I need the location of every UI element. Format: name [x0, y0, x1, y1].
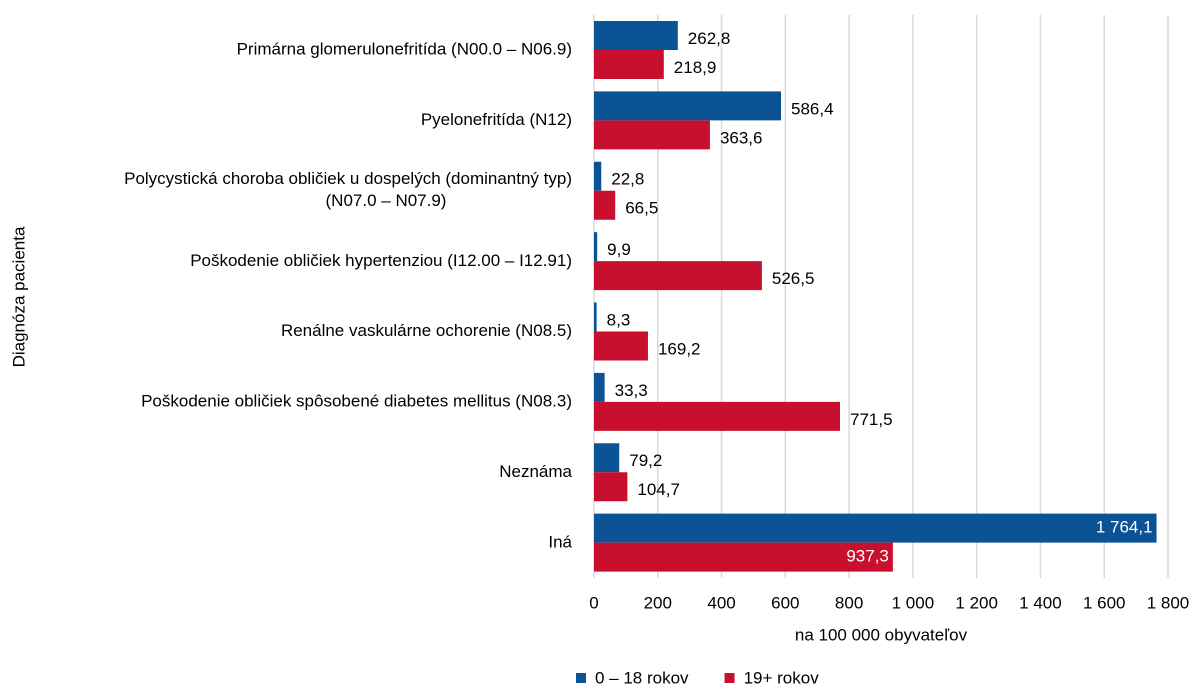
category-label: Neznáma	[499, 462, 572, 481]
value-label: 33,3	[615, 381, 648, 400]
category-label: Iná	[548, 532, 572, 551]
bar	[594, 513, 1157, 543]
legend-swatch	[576, 673, 586, 683]
value-label: 771,5	[850, 410, 893, 429]
x-tick-label: 0	[589, 593, 598, 612]
bar	[594, 372, 605, 402]
category-label: Renálne vaskulárne ochorenie (N08.5)	[281, 321, 572, 340]
value-label: 363,6	[720, 128, 763, 147]
x-tick-label: 1 200	[955, 593, 998, 612]
bar	[594, 91, 781, 121]
bar	[594, 21, 678, 50]
bar	[594, 50, 664, 79]
value-label: 526,5	[772, 269, 815, 288]
x-tick-label: 1 000	[892, 593, 935, 612]
bar	[594, 401, 841, 431]
category-label: Poškodenie obličiek hypertenziou (I12.00…	[190, 251, 572, 270]
x-tick-label: 200	[644, 593, 672, 612]
value-label: 169,2	[658, 339, 701, 358]
value-label: 104,7	[637, 480, 680, 499]
x-tick-label: 1 600	[1083, 593, 1126, 612]
bar	[594, 302, 597, 332]
category-label: Pyelonefritída (N12)	[421, 110, 572, 129]
bar	[594, 120, 710, 150]
value-label: 79,2	[629, 451, 662, 470]
legend-swatch	[724, 673, 735, 683]
category-label: Polycystická choroba obličiek u dospelýc…	[124, 169, 572, 210]
bar	[594, 232, 598, 262]
bar	[594, 542, 893, 572]
x-tick-label: 600	[771, 593, 799, 612]
value-label: 8,3	[607, 310, 631, 329]
y-axis-title: Diagnóza pacienta	[9, 226, 28, 367]
x-tick-label: 1 400	[1019, 593, 1062, 612]
value-label: 1 764,1	[1096, 518, 1153, 537]
category-label: Primárna glomerulonefritída (N00.0 – N06…	[237, 40, 572, 59]
x-tick-label: 1 800	[1147, 593, 1190, 612]
bar	[594, 261, 762, 291]
bar	[594, 161, 602, 191]
value-label: 22,8	[611, 170, 644, 189]
value-label: 586,4	[791, 99, 834, 118]
bar	[594, 331, 648, 361]
value-label: 218,9	[674, 58, 717, 77]
x-tick-label: 400	[707, 593, 735, 612]
x-axis-title: na 100 000 obyvateľov	[795, 625, 968, 644]
value-label: 262,8	[688, 29, 731, 48]
bar	[594, 190, 616, 220]
legend-label: 19+ rokov	[744, 668, 820, 687]
category-label: Poškodenie obličiek spôsobené diabetes m…	[141, 392, 572, 411]
bar	[594, 472, 628, 502]
value-label: 66,5	[625, 199, 658, 218]
value-label: 9,9	[607, 240, 631, 259]
value-label: 937,3	[846, 547, 889, 566]
bar	[594, 443, 620, 473]
x-tick-label: 800	[835, 593, 863, 612]
legend-label: 0 – 18 rokov	[595, 668, 689, 687]
